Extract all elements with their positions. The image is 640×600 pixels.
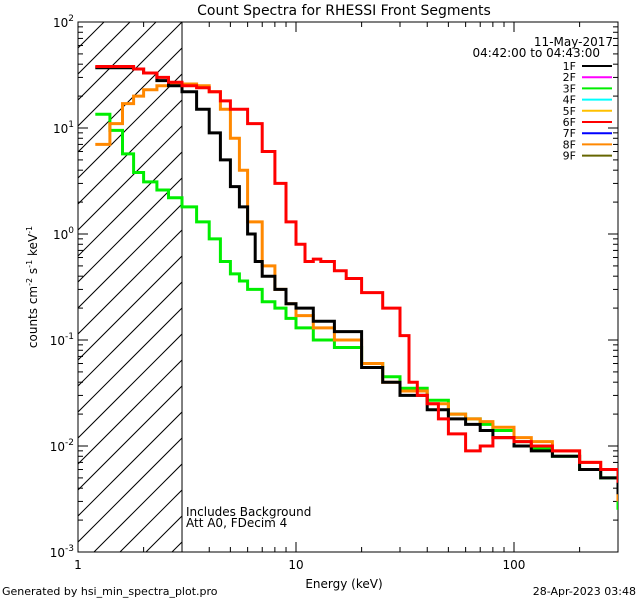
legend-label: 1F [563,60,576,73]
legend-label: 7F [563,127,576,140]
footer-generated-by: Generated by hsi_min_spectra_plot.pro [2,585,218,598]
series-line-1F [95,66,618,495]
x-tick-label: 1 [74,558,82,572]
time-range-label: 04:42:00 to 04:43:00 [473,46,600,60]
annotation-background: Includes Background [186,505,311,519]
chart-title: Count Spectra for RHESSI Front Segments [197,3,491,19]
legend-label: 6F [563,116,576,129]
hatch-line [78,22,131,75]
plot-frame [77,21,619,553]
y-tick-label: 102 [53,14,74,30]
x-tick-label: 10 [288,558,303,572]
series-line-6F [95,65,618,483]
legend-label: 2F [563,71,576,84]
annotation-attenuator: Att A0, FDecim 4 [186,516,287,530]
hatch-line [78,307,183,413]
date-label: 11-May-2017 [534,35,613,49]
axis-ticks: 1 10 100 102 101 100 10-1 10-2 10-3 [50,14,619,572]
y-tick-label: 10-2 [50,438,74,454]
x-tick-label: 100 [503,558,526,572]
series-line-8F [95,82,618,502]
legend-label: 8F [563,138,576,151]
x-axis-label: Energy (keV) [305,577,382,591]
hatch-line [78,229,183,335]
legend-label: 3F [563,82,576,95]
hatch-line [78,177,183,283]
hatch-line [78,73,183,179]
hatch-line [78,22,183,127]
hatch-line [93,463,183,552]
hatch-line [78,411,183,517]
hatch-line [78,47,183,153]
y-tick-label: 101 [53,120,74,136]
y-tick-label: 100 [53,226,74,242]
y-tick-label: 10-3 [50,544,74,560]
legend-label: 4F [563,94,576,107]
y-axis-label: counts cm-2 s-1 keV-1 [25,226,40,348]
hatch-line [78,151,183,257]
footer-timestamp: 28-Apr-2023 03:48 [533,585,636,598]
y-tick-label: 10-1 [50,332,74,348]
hatch-line [78,281,183,387]
hatch-line [78,22,105,49]
hatch-line [78,203,183,309]
hatch-line [78,255,183,361]
hatch-line [78,99,183,205]
legend-label: 5F [563,105,576,118]
hatch-line [78,437,183,543]
hatch-line [78,125,183,231]
data-series [95,65,618,510]
hatched-region [78,22,183,552]
hatch-line [78,385,183,491]
legend-label: 9F [563,150,576,163]
